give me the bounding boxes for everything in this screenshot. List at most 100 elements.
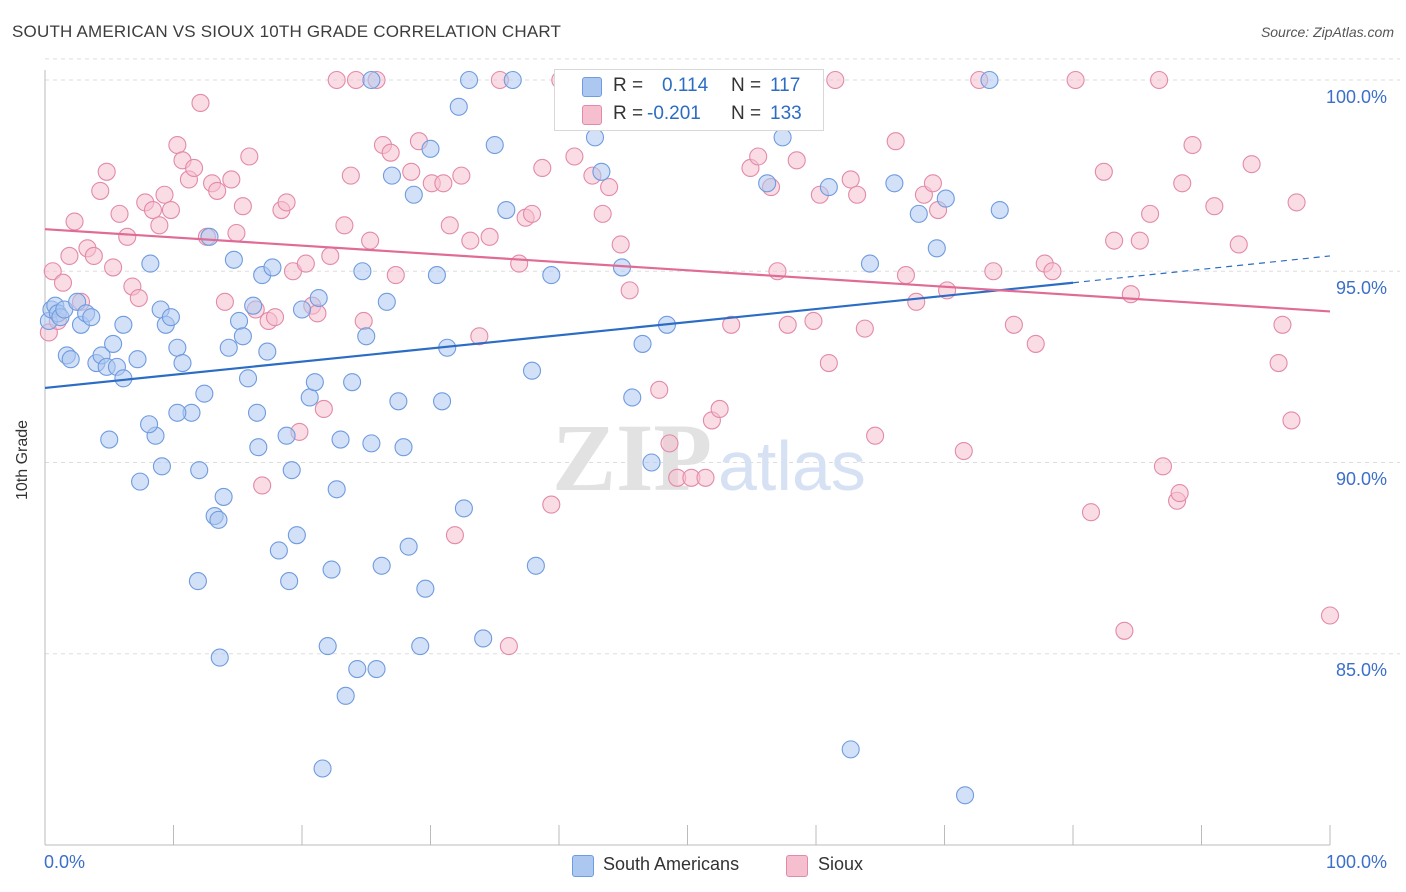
data-point	[907, 292, 926, 311]
data-point	[1320, 606, 1340, 625]
data-point	[233, 327, 252, 346]
data-point	[318, 637, 337, 656]
data-point	[1043, 262, 1062, 281]
data-point	[565, 147, 584, 166]
data-point	[249, 438, 268, 457]
data-point	[470, 327, 489, 346]
watermark-zip: ZIP	[552, 404, 712, 511]
data-point	[896, 266, 916, 285]
source-label: Source: ZipAtlas.com	[1260, 24, 1394, 40]
data-point	[1269, 353, 1288, 373]
data-point	[421, 139, 440, 158]
trend-lines	[44, 228, 1331, 390]
data-point	[129, 288, 148, 308]
data-point	[327, 70, 346, 90]
data-point	[1121, 285, 1140, 304]
data-point	[990, 201, 1009, 220]
data-point	[238, 369, 258, 388]
data-point	[841, 170, 860, 189]
data-point	[362, 70, 381, 90]
data-point	[362, 434, 381, 453]
y-tick-100: 100.0%	[1326, 87, 1388, 107]
legend-swatch-pink	[582, 105, 602, 125]
data-point	[244, 296, 263, 315]
zipatlas-watermark: ZIP atlas	[552, 404, 866, 511]
data-point	[118, 227, 137, 246]
data-point	[449, 97, 468, 116]
data-point	[280, 572, 299, 591]
data-point	[104, 258, 123, 277]
legend-n-value: 133	[770, 103, 802, 124]
legend-swatch-south-americans	[572, 855, 594, 877]
data-point	[200, 227, 219, 246]
data-point	[188, 572, 207, 591]
data-point	[1081, 503, 1101, 522]
data-point	[427, 266, 446, 285]
data-point	[819, 353, 838, 373]
legend-n-value: 117	[770, 75, 801, 96]
data-point	[227, 223, 246, 243]
data-point	[984, 262, 1003, 281]
data-point	[1105, 231, 1124, 250]
data-point	[474, 629, 493, 648]
data-point	[287, 526, 306, 545]
data-point	[542, 495, 561, 514]
data-point	[313, 759, 332, 778]
legend-swatch-blue	[582, 77, 602, 97]
data-point	[161, 201, 180, 220]
data-point	[219, 338, 238, 357]
data-point	[209, 510, 228, 529]
data-point	[1094, 162, 1113, 181]
data-point	[141, 254, 160, 273]
data-point	[321, 246, 340, 265]
trend-line-south-americans	[44, 281, 1074, 390]
data-point	[1150, 70, 1169, 90]
data-point	[210, 648, 229, 667]
data-point	[346, 70, 366, 90]
data-point	[459, 70, 479, 90]
data-point	[110, 204, 129, 223]
legend-label-sioux: Sioux	[818, 854, 864, 874]
chart-title: SOUTH AMERICAN VS SIOUX 10TH GRADE CORRE…	[12, 22, 562, 41]
data-point	[497, 201, 516, 220]
data-point	[215, 292, 234, 311]
data-point	[168, 403, 187, 422]
data-point	[314, 399, 333, 419]
sioux-points	[39, 70, 1340, 656]
data-point	[1229, 235, 1248, 254]
data-point	[404, 185, 423, 204]
data-point	[886, 132, 905, 151]
data-point	[804, 311, 823, 331]
data-point	[155, 185, 174, 204]
data-point	[787, 151, 806, 170]
data-point	[65, 212, 84, 231]
data-point	[208, 181, 227, 200]
data-point	[710, 399, 729, 419]
data-point	[633, 334, 652, 353]
trend-line-sioux	[44, 228, 1331, 313]
data-point	[773, 128, 792, 147]
data-point	[499, 637, 518, 656]
data-point	[247, 403, 267, 422]
data-point	[696, 468, 715, 487]
data-point	[411, 637, 430, 656]
data-point	[454, 499, 473, 518]
data-point	[97, 162, 116, 181]
data-point	[522, 361, 542, 380]
series-legend: South Americans Sioux	[0, 852, 1406, 878]
data-point	[1130, 231, 1149, 250]
data-point	[282, 461, 301, 480]
data-point	[592, 162, 611, 181]
data-point	[61, 350, 80, 369]
data-point	[611, 235, 630, 254]
data-point	[308, 304, 327, 323]
legend-r-label: R =	[613, 75, 644, 96]
data-point	[1242, 155, 1261, 174]
data-point	[269, 541, 288, 560]
axes	[44, 70, 1331, 846]
data-point	[620, 281, 639, 300]
data-point	[522, 204, 542, 223]
data-point	[168, 338, 187, 357]
correlation-legend: R = 0.114 N = 117 R = -0.201 N = 133	[554, 69, 824, 131]
data-point	[53, 273, 73, 292]
